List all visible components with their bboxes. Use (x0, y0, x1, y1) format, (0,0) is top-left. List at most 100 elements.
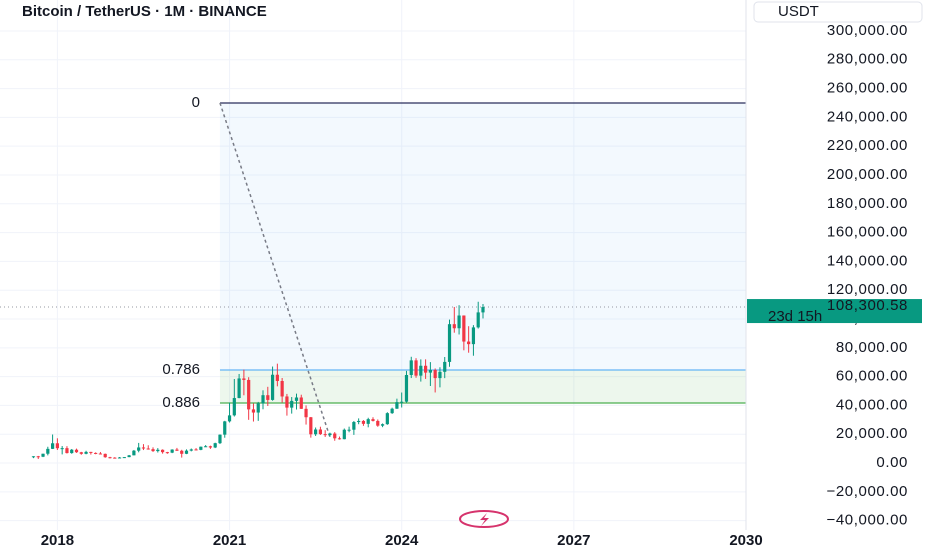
candle-body (199, 446, 203, 450)
candle-body (156, 449, 160, 452)
y-tick-label: 200,000.00 (827, 166, 908, 183)
candle-body (266, 395, 270, 400)
candle-body (184, 450, 189, 454)
y-tick-label: 220,000.00 (827, 137, 908, 154)
candle-body (452, 324, 456, 329)
candle-body (314, 429, 318, 435)
price-axis: 300,000.00 280,000.00 260,000.00 240,000.00… (747, 22, 922, 529)
candle-body (113, 457, 117, 459)
candle-body (467, 341, 471, 345)
candle-body (223, 421, 227, 435)
candle-body (366, 419, 370, 424)
candle-body (438, 371, 442, 379)
candle-body (342, 429, 346, 440)
fib-label: 0 (192, 94, 200, 111)
candle-body (94, 452, 98, 454)
y-tick-label: −40,000.00 (827, 512, 909, 529)
candle-body (165, 452, 169, 454)
candle-body (180, 450, 184, 454)
y-tick-label: 160,000.00 (827, 224, 908, 241)
y-tick-label: −20,000.00 (827, 483, 909, 500)
candle-body (194, 449, 198, 451)
plot-area: 0 0.786 0.886 (0, 0, 747, 530)
candle-body (65, 448, 69, 454)
candle-body (447, 324, 452, 362)
candle-body (404, 374, 409, 402)
candle-body (84, 451, 88, 454)
candle-body (395, 402, 399, 409)
candle-body (132, 450, 136, 456)
candle-body (323, 434, 327, 436)
currency-box[interactable] (753, 1, 923, 23)
candle-body (294, 397, 299, 401)
x-tick-label: 2030 (729, 532, 762, 549)
candle-body (170, 449, 174, 453)
candle-body (146, 448, 150, 450)
candle-body (471, 327, 476, 345)
candle-body (299, 397, 303, 409)
candle-body (333, 433, 337, 439)
candle-body (189, 449, 193, 451)
candle-body (208, 446, 213, 448)
candle-body (419, 365, 423, 376)
candle-body (443, 361, 447, 372)
candle-body (261, 395, 265, 404)
candle-body (103, 453, 107, 458)
candle-body (371, 419, 375, 421)
candle-body (400, 401, 404, 403)
y-tick-label: 280,000.00 (827, 51, 908, 68)
candle-body (218, 434, 222, 444)
last-price-box (747, 299, 922, 324)
y-tick-label: 180,000.00 (827, 195, 908, 212)
candle-body (151, 449, 155, 452)
candle-body (476, 312, 480, 328)
candle-body (337, 438, 342, 440)
y-tick-label: 300,000.00 (827, 22, 908, 39)
candle-body (414, 360, 418, 376)
price-axis-panel (746, 0, 932, 550)
y-tick-label: 80,000.00 (836, 339, 908, 356)
candle-body (428, 369, 432, 373)
candle-body (60, 448, 64, 450)
candle-body (160, 449, 165, 453)
y-tick-label: 120,000.00 (827, 281, 908, 298)
y-tick-label: 20,000.00 (836, 425, 908, 442)
fib-trend-line (219, 102, 331, 438)
candle-body (424, 365, 428, 373)
fib-label: 0.786 (162, 361, 200, 378)
candle-body (141, 447, 146, 449)
candle-body (357, 420, 361, 423)
currency-label: USDT (778, 3, 819, 20)
candle-body (318, 429, 322, 435)
candle-body (98, 453, 103, 455)
x-tick-label: 2027 (557, 532, 590, 549)
candle-body (481, 307, 485, 313)
candle-body (55, 443, 59, 449)
candle-body (247, 379, 251, 410)
candle-body (270, 374, 275, 400)
chart-title: Bitcoin / TetherUS · 1M · BINANCE (22, 3, 267, 20)
candle-body (117, 457, 122, 459)
candle-body (137, 447, 141, 451)
candle-body (213, 443, 217, 448)
candle-body (204, 446, 208, 448)
candle-body (242, 378, 246, 380)
candle-body (275, 374, 279, 382)
candle-body (108, 457, 112, 459)
candle-body (409, 360, 413, 375)
x-tick-label: 2018 (41, 532, 74, 549)
y-tick-label: 60,000.00 (836, 368, 908, 385)
y-tick-label: 260,000.00 (827, 80, 908, 97)
candle-body (390, 408, 394, 414)
y-tick-label: 0.00 (876, 454, 908, 471)
candle-body (89, 451, 93, 453)
x-tick-label: 2024 (385, 532, 419, 549)
candle-body (385, 413, 389, 425)
candle-body (433, 369, 437, 379)
candle-body (251, 409, 256, 413)
countdown-label: 23d 15h (768, 308, 822, 325)
candle-body (122, 457, 126, 459)
candle-body (175, 449, 179, 451)
candle-body (361, 420, 366, 424)
